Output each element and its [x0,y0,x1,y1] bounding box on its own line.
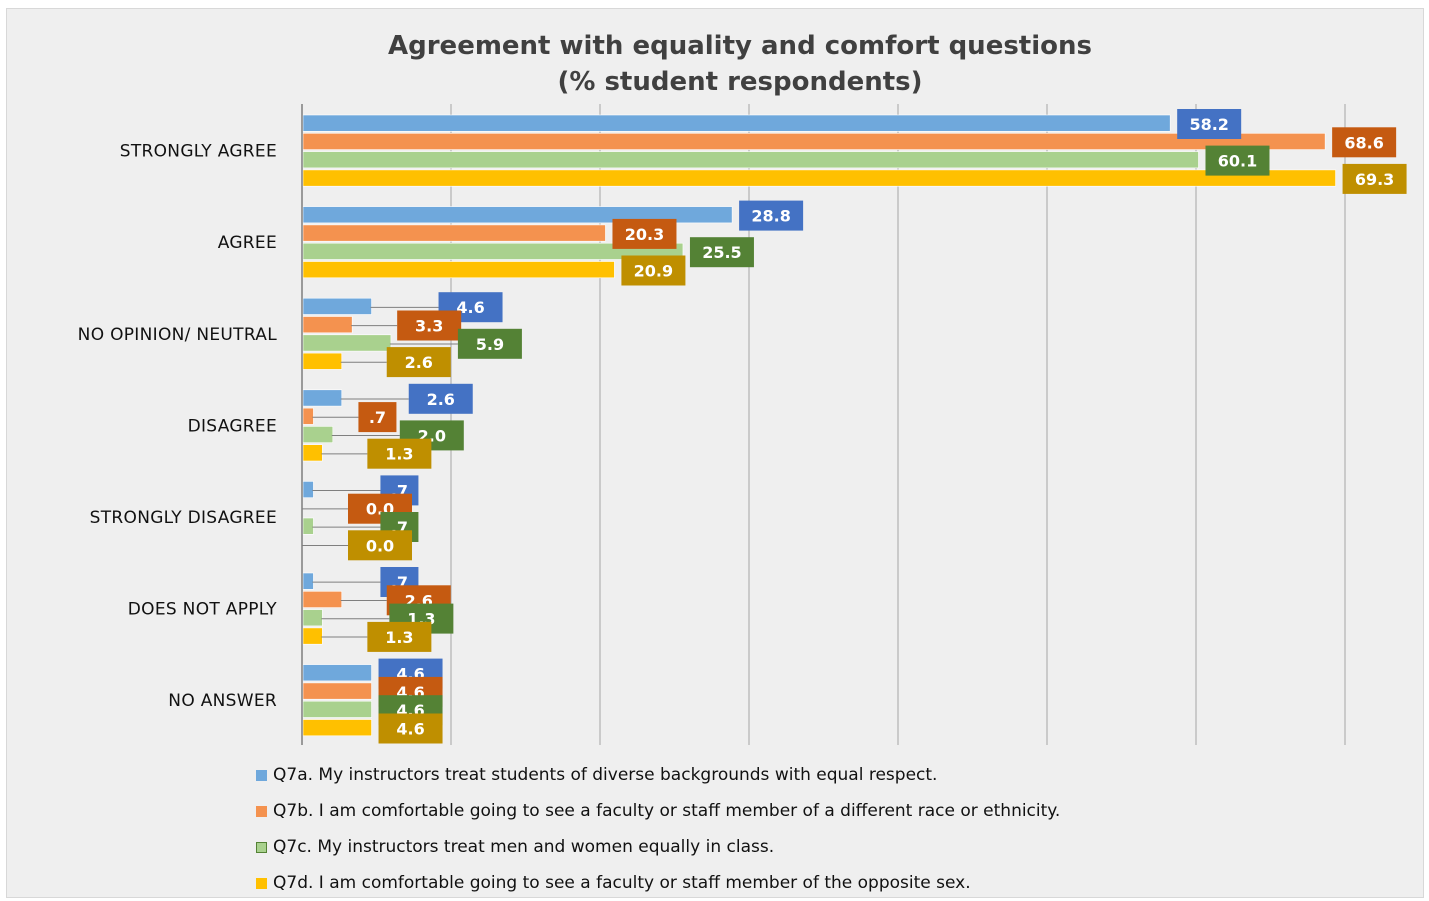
bar [302,297,372,315]
legend: Q7a. My instructors treat students of di… [256,757,1060,901]
category-labels: STRONGLY AGREE AGREE NO OPINION/ NEUTRAL DI… [78,142,278,712]
data-label: 4.6 [396,720,424,739]
bar [302,316,353,334]
data-label: 68.6 [1344,133,1383,152]
data-label: 3.3 [415,317,443,336]
category-label: STRONGLY DISAGREE [90,508,277,528]
category-label: DISAGREE [188,416,277,436]
bars [302,114,1336,737]
bar [302,664,372,682]
data-label-box [1342,163,1407,194]
data-label-box [689,237,754,268]
legend-label: Q7d. I am comfortable going to see a fac… [273,873,971,893]
data-label: 28.8 [751,207,790,226]
data-label-box [1332,127,1397,158]
data-label: 4.6 [456,298,484,317]
bar [302,682,372,700]
category-label: NO ANSWER [168,691,277,711]
legend-swatch [256,841,267,853]
data-label: 1.3 [385,445,413,464]
data-label-box [386,347,451,378]
data-label-box [1177,109,1242,139]
bar [302,352,343,370]
legend-swatch [256,769,267,781]
data-label: 5.9 [476,335,504,354]
bar [302,700,372,718]
data-label-box [397,310,462,341]
bar [302,133,1326,150]
data-label-box [621,255,686,286]
legend-label: Q7b. I am comfortable going to see a fac… [273,801,1061,821]
category-label: AGREE [218,233,277,253]
bar [302,334,392,352]
bar [302,224,606,242]
bar [302,114,1171,132]
legend-swatch [256,877,267,889]
data-label: 60.1 [1218,152,1257,171]
bar [302,242,684,260]
data-label: 2.6 [427,390,455,409]
bar [302,590,343,608]
data-label-box [367,438,432,469]
chart-title-line: (% student respondents) [557,67,922,97]
data-label-box [612,218,677,249]
chart-title: Agreement with equality and comfort ques… [388,31,1092,97]
data-label-box [739,200,804,231]
data-label: 20.9 [634,262,673,281]
bar [302,609,323,627]
data-label-box [358,402,397,433]
bar [302,481,314,498]
legend-item: Q7b. I am comfortable going to see a fac… [256,793,1060,829]
bar [302,407,314,425]
category-label: NO OPINION/ NEUTRAL [78,325,278,345]
data-label: 25.5 [702,243,741,262]
legend-item: Q7a. My instructors treat students of di… [256,757,1060,793]
category-label: STRONGLY AGREE [120,142,277,162]
bar [302,627,323,645]
data-label-box [367,621,432,652]
data-label: 0.0 [366,536,394,555]
gridlines [450,104,1346,745]
data-label-box [408,383,473,414]
data-label-box [1205,145,1270,176]
bar [302,389,343,407]
category-label: DOES NOT APPLY [128,600,278,620]
data-label: 58.2 [1189,115,1228,134]
chart-title-line: Agreement with equality and comfort ques… [388,31,1092,61]
legend-item: Q7c. My instructors treat men and women … [256,829,1060,865]
data-label: 2.6 [405,353,433,372]
data-label-box [378,713,443,744]
bar [302,426,334,443]
bar [302,572,314,590]
bar [302,151,1199,169]
bar [302,719,372,737]
legend-swatch [256,805,267,817]
data-label-box [457,328,522,359]
data-label: .7 [369,408,386,427]
data-label: 1.3 [385,628,413,647]
legend-label: Q7a. My instructors treat students of di… [273,765,938,785]
leader-lines [302,306,458,638]
bar [302,206,733,224]
bar [302,169,1336,187]
bar [302,517,314,535]
data-label-box [348,530,412,561]
data-label: 69.3 [1355,170,1394,189]
bar [302,444,323,462]
legend-item: Q7d. I am comfortable going to see a fac… [256,865,1060,901]
legend-label: Q7c. My instructors treat men and women … [273,837,775,857]
data-label: 20.3 [625,225,664,244]
bar [302,261,615,279]
data-labels: 58.2 68.6 60.1 69.3 28.8 20.3 25.5 20.9 4.6 3.3 5.… [348,109,1407,744]
